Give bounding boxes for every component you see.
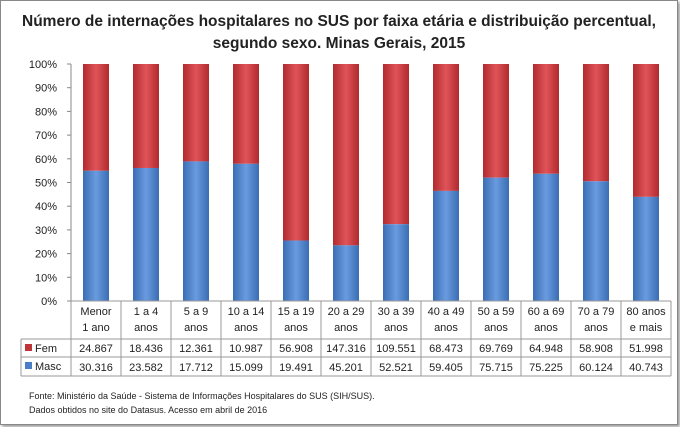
category-label: 1 ano [82, 322, 110, 334]
bar-fem [383, 64, 409, 225]
bar-masc [533, 173, 559, 301]
y-tick-label: 70% [35, 130, 57, 142]
category-label: anos [334, 322, 358, 334]
fem-value: 64.948 [529, 343, 563, 355]
fem-value: 109.551 [376, 343, 416, 355]
masc-value: 40.743 [629, 362, 663, 374]
masc-value: 75.715 [479, 362, 513, 374]
category-label: 70 a 79 [578, 306, 615, 318]
fem-value: 56.908 [279, 343, 313, 355]
fem-value: 12.361 [179, 343, 213, 355]
bar-masc [133, 167, 159, 301]
source-line-2: Dados obtidos no site do Datasus. Acesso… [29, 405, 268, 415]
y-tick-label: 50% [35, 178, 57, 190]
category-label: anos [584, 322, 608, 334]
legend-label: Fem [35, 343, 57, 355]
bar-fem [233, 64, 259, 164]
category-label: 20 a 29 [328, 306, 365, 318]
masc-value: 75.225 [529, 362, 563, 374]
category-label: 80 anos [626, 306, 666, 318]
category-label: Menor [80, 306, 112, 318]
masc-value: 17.712 [179, 362, 213, 374]
category-label: anos [284, 322, 308, 334]
category-label: anos [134, 322, 158, 334]
bar-masc [433, 190, 459, 301]
masc-value: 60.124 [579, 362, 613, 374]
category-label: 15 a 19 [278, 306, 315, 318]
bar-fem [333, 64, 359, 246]
masc-value: 52.521 [379, 362, 413, 374]
fem-value: 69.769 [479, 343, 513, 355]
bar-fem [533, 64, 559, 174]
fem-value: 58.908 [579, 343, 613, 355]
bar-masc [583, 181, 609, 301]
masc-value: 30.316 [79, 362, 113, 374]
bar-masc [83, 170, 109, 301]
fem-value: 24.867 [79, 343, 113, 355]
category-label: anos [184, 322, 208, 334]
bar-masc [333, 245, 359, 301]
fem-value: 18.436 [129, 343, 163, 355]
category-label: anos [434, 322, 458, 334]
category-label: 10 a 14 [228, 306, 265, 318]
y-tick-label: 10% [35, 272, 57, 284]
bar-fem [183, 64, 209, 162]
category-label: 30 a 39 [378, 306, 415, 318]
category-label: 1 a 4 [134, 306, 158, 318]
masc-value: 45.201 [329, 362, 363, 374]
fem-value: 147.316 [326, 343, 366, 355]
fem-value: 51.998 [629, 343, 663, 355]
bar-fem [83, 64, 109, 171]
bar-fem [283, 64, 309, 241]
bar-masc [633, 196, 659, 301]
fem-value: 10.987 [229, 343, 263, 355]
masc-value: 15.099 [229, 362, 263, 374]
y-tick-label: 80% [35, 106, 57, 118]
masc-value: 19.491 [279, 362, 313, 374]
category-label: anos [484, 322, 508, 334]
bar-masc [383, 224, 409, 301]
y-tick-label: 0% [41, 296, 57, 308]
source-line-1: Fonte: Ministério da Saúde - Sistema de … [29, 391, 375, 401]
y-tick-label: 90% [35, 83, 57, 95]
masc-value: 23.582 [129, 362, 163, 374]
y-tick-label: 100% [29, 59, 57, 71]
category-label: anos [534, 322, 558, 334]
fem-value: 68.473 [429, 343, 463, 355]
category-label: e mais [630, 322, 663, 334]
y-tick-label: 20% [35, 249, 57, 261]
category-label: 40 a 49 [428, 306, 465, 318]
category-label: anos [234, 322, 258, 334]
category-label: 50 a 59 [478, 306, 515, 318]
bar-masc [483, 177, 509, 301]
bar-fem [433, 64, 459, 191]
y-tick-label: 30% [35, 225, 57, 237]
y-tick-label: 40% [35, 201, 57, 213]
category-label: anos [384, 322, 408, 334]
category-label: 60 a 69 [528, 306, 565, 318]
chart-title: Número de internações hospitalares no SU… [22, 13, 656, 52]
bar-fem [483, 64, 509, 178]
bar-fem [583, 64, 609, 182]
y-tick-label: 60% [35, 154, 57, 166]
bar-masc [233, 163, 259, 301]
legend-label: Masc [35, 361, 62, 373]
bar-masc [283, 240, 309, 301]
legend-key-masc [25, 362, 32, 369]
bar-masc [183, 161, 209, 301]
legend-key-fem [25, 344, 32, 351]
masc-value: 59.405 [429, 362, 463, 374]
bar-fem [133, 64, 159, 168]
bar-fem [633, 64, 659, 197]
category-label: 5 a 9 [184, 306, 208, 318]
